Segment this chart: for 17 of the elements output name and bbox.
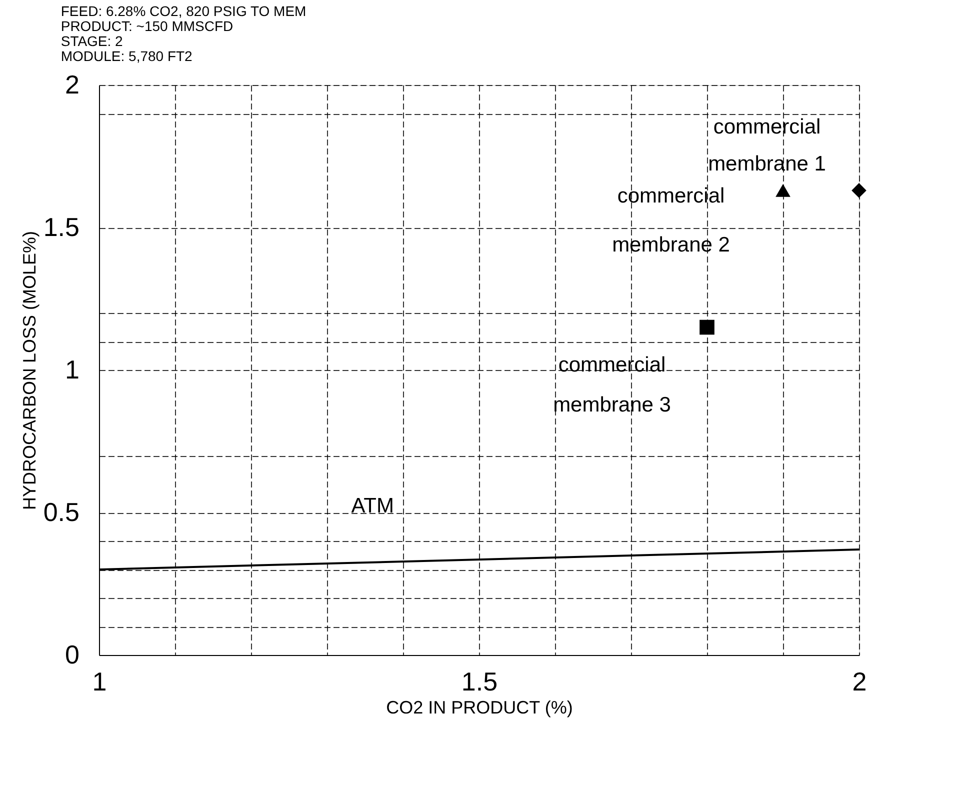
- y-tick-label: 2: [65, 70, 80, 100]
- x-tick-label: 2: [852, 666, 867, 696]
- x-axis-title: CO2 IN PRODUCT (%): [386, 698, 573, 718]
- text: MODULE: 5,780 FT2: [60, 48, 193, 64]
- x-tick-label: 1.5: [461, 666, 498, 696]
- text: PRODUCT: ~150 MMSCFD: [60, 18, 234, 34]
- text: FEED: 6.28% CO2, 820 PSIG TO MEM: [60, 3, 306, 19]
- y-tick-label: 1: [65, 354, 80, 384]
- x-tick-label: 1: [92, 666, 107, 696]
- series-label: commercial membrane 1: [708, 115, 826, 176]
- y-axis-title: HYDROCARBON LOSS (MOLE%): [19, 230, 40, 510]
- text: ATM: [351, 494, 394, 518]
- text: commercial membrane 2: [612, 184, 730, 256]
- y-tick-label: 0.5: [43, 497, 80, 527]
- y-tick-label: 1.5: [43, 212, 80, 242]
- y-tick-label: 0: [65, 640, 80, 670]
- text: STAGE: 2: [60, 33, 124, 49]
